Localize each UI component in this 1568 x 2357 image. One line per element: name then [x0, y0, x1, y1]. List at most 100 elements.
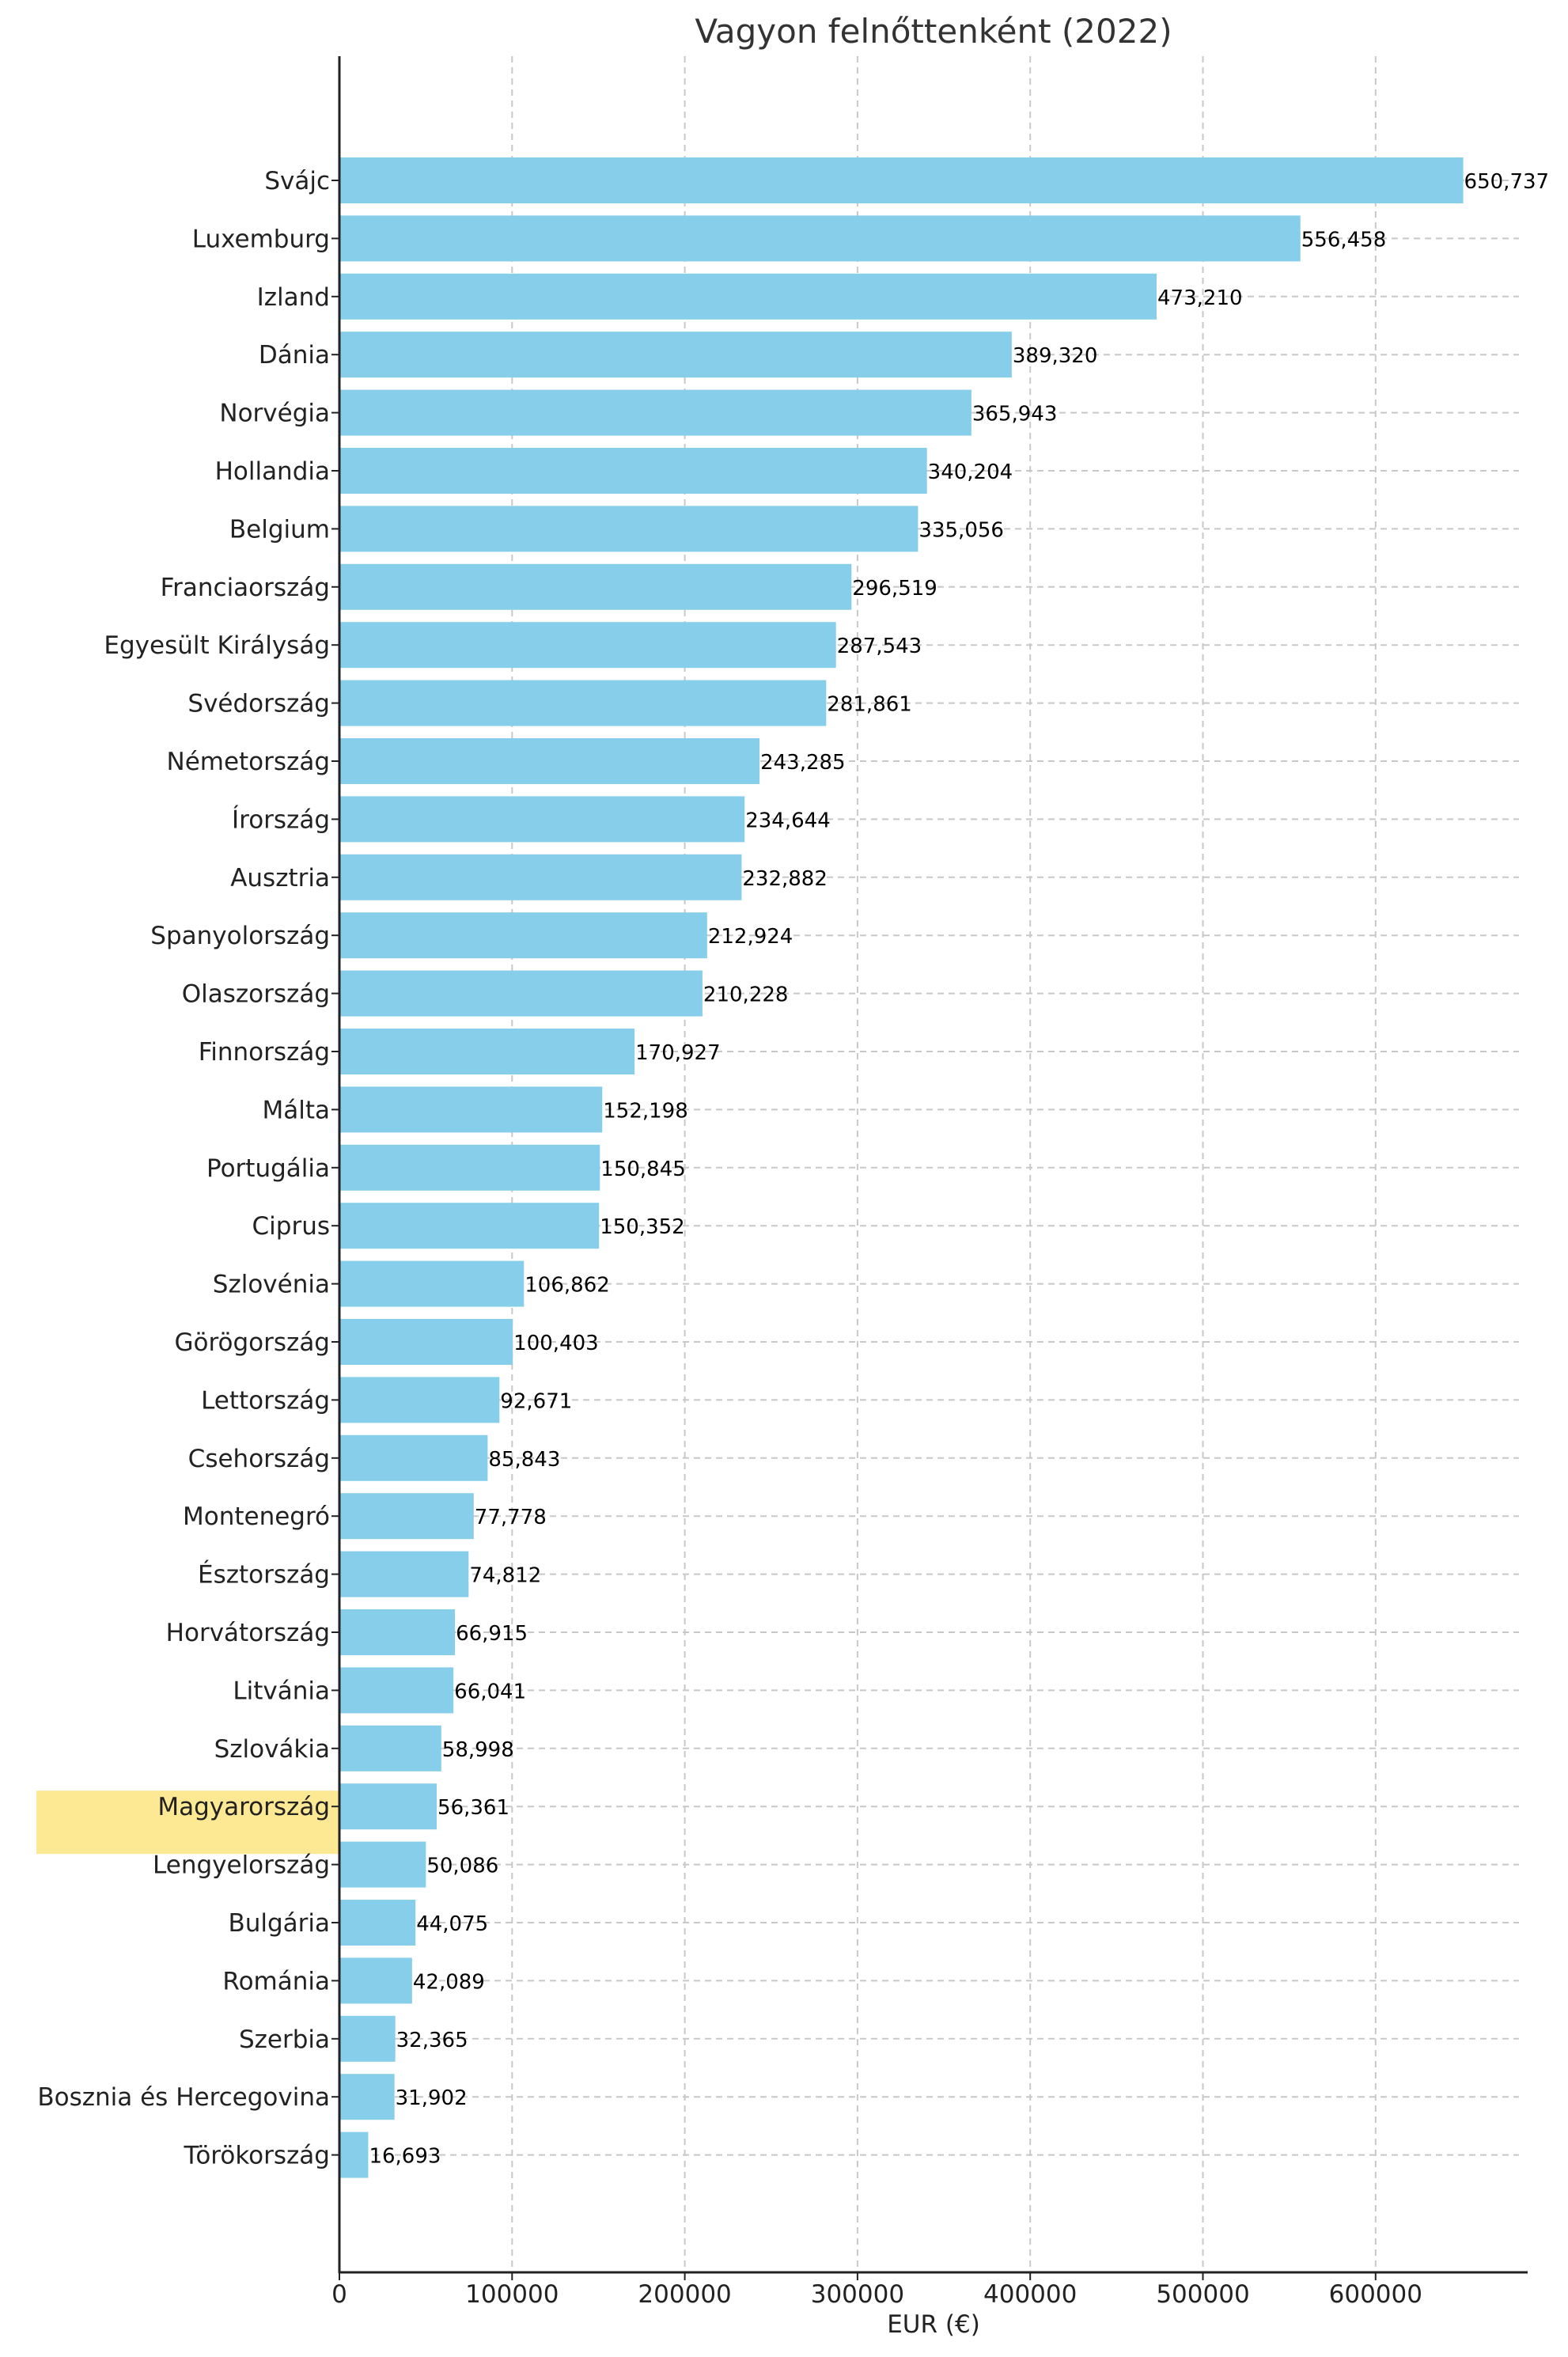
x-axis-label: EUR (€) — [887, 2310, 980, 2339]
x-ticks: 0 100000 200000 300000 400000 500000 600000 — [331, 2272, 1422, 2309]
value-label: 150,845 — [600, 1158, 686, 1181]
value-label: 365,943 — [972, 403, 1058, 426]
bar — [339, 1841, 426, 1888]
value-label: 650,737 — [1464, 170, 1550, 194]
category-label: Spanyolország — [150, 922, 330, 950]
value-label: 74,812 — [469, 1564, 541, 1588]
value-label: 389,320 — [1013, 344, 1098, 368]
category-label: Bosznia és Hercegovina — [37, 2083, 330, 2112]
value-label: 232,882 — [742, 867, 828, 891]
bar — [339, 506, 918, 552]
bar — [339, 1377, 500, 1423]
value-label: 152,198 — [603, 1099, 688, 1123]
category-label: Egyesült Királyság — [104, 631, 330, 660]
category-label: Svédország — [187, 690, 330, 718]
category-label: Németország — [167, 748, 331, 776]
category-label: Szerbia — [239, 2025, 330, 2054]
category-label: Málta — [262, 1096, 330, 1124]
value-label: 32,365 — [396, 2029, 468, 2052]
category-label: Svájc — [264, 167, 330, 195]
bar — [339, 389, 971, 436]
category-label: Hollandia — [215, 457, 330, 486]
category-label: Lettország — [201, 1386, 330, 1415]
category-label: Norvégia — [219, 400, 330, 428]
bar — [339, 1144, 600, 1191]
value-label: 335,056 — [918, 518, 1004, 542]
bar — [339, 332, 1012, 378]
category-label: Olaszország — [182, 980, 330, 1009]
bar — [339, 854, 742, 900]
category-label: Franciaország — [161, 574, 330, 602]
x-tick-label: 500000 — [1156, 2280, 1249, 2309]
category-label: Észtország — [198, 1561, 330, 1590]
bar — [339, 563, 852, 610]
value-label: 100,403 — [513, 1332, 599, 1355]
value-label: 92,671 — [500, 1389, 572, 1413]
bar — [339, 1434, 488, 1481]
category-label: Görögország — [174, 1328, 330, 1357]
value-label: 234,644 — [745, 809, 831, 832]
value-label: 56,361 — [437, 1796, 509, 1820]
bar — [339, 1900, 416, 1946]
bar — [339, 622, 836, 669]
bar — [339, 738, 760, 784]
value-label: 50,086 — [426, 1855, 498, 1878]
value-label: 77,778 — [475, 1506, 547, 1529]
bar — [339, 273, 1157, 320]
category-label: Horvátország — [166, 1619, 330, 1647]
bar — [339, 1551, 469, 1597]
bars — [339, 157, 1464, 2178]
value-label: 106,862 — [525, 1274, 610, 1298]
value-label: 287,543 — [837, 635, 922, 658]
bar — [339, 2015, 396, 2062]
bar — [339, 1086, 603, 1133]
bar — [339, 970, 703, 1017]
category-label: Lengyelország — [153, 1851, 330, 1880]
x-tick-label: 100000 — [465, 2280, 559, 2309]
value-label: 281,861 — [827, 693, 912, 717]
value-label: 66,915 — [456, 1622, 528, 1646]
value-label: 473,210 — [1157, 286, 1243, 310]
value-label: 31,902 — [396, 2086, 468, 2110]
value-label: 296,519 — [852, 577, 937, 601]
value-label: 66,041 — [454, 1680, 526, 1703]
value-label: 42,089 — [413, 1970, 485, 1994]
category-label: Belgium — [229, 515, 330, 544]
bar — [339, 796, 745, 843]
bar — [339, 2074, 395, 2120]
bar — [339, 1029, 635, 1074]
category-label: Ciprus — [252, 1212, 330, 1241]
x-tick-label: 200000 — [638, 2280, 731, 2309]
category-label: Montenegró — [183, 1502, 330, 1531]
bar — [339, 215, 1301, 262]
category-label: Finnország — [199, 1038, 330, 1067]
category-label: Litvánia — [233, 1677, 330, 1705]
bar — [339, 1493, 474, 1540]
value-label: 16,693 — [369, 2145, 441, 2169]
value-label: 340,204 — [928, 460, 1013, 484]
value-label: 243,285 — [760, 751, 846, 775]
chart-title: Vagyon felnőttenként (2022) — [695, 12, 1172, 51]
category-label: Dánia — [259, 341, 330, 369]
x-tick-label: 400000 — [983, 2280, 1077, 2309]
category-label: Portugália — [206, 1154, 330, 1183]
value-label: 212,924 — [708, 925, 793, 949]
bar — [339, 1609, 456, 1655]
category-label: Szlovákia — [214, 1735, 330, 1764]
category-label: Írország — [232, 805, 330, 834]
x-tick-label: 0 — [331, 2280, 347, 2309]
value-label: 210,228 — [703, 983, 789, 1007]
highlight-band — [36, 1790, 339, 1855]
value-label: 556,458 — [1301, 228, 1387, 252]
bar — [339, 1319, 513, 1365]
bar — [339, 1957, 412, 2004]
bar — [339, 680, 827, 726]
bar — [339, 1667, 454, 1714]
category-label: Románia — [222, 1967, 330, 1995]
category-labels: Svájc Luxemburg Izland Dánia Norvégia Holland… — [37, 167, 339, 2170]
category-label: Luxemburg — [192, 225, 330, 253]
bar — [339, 1725, 441, 1772]
bar — [339, 2132, 369, 2178]
bar — [339, 1783, 437, 1830]
